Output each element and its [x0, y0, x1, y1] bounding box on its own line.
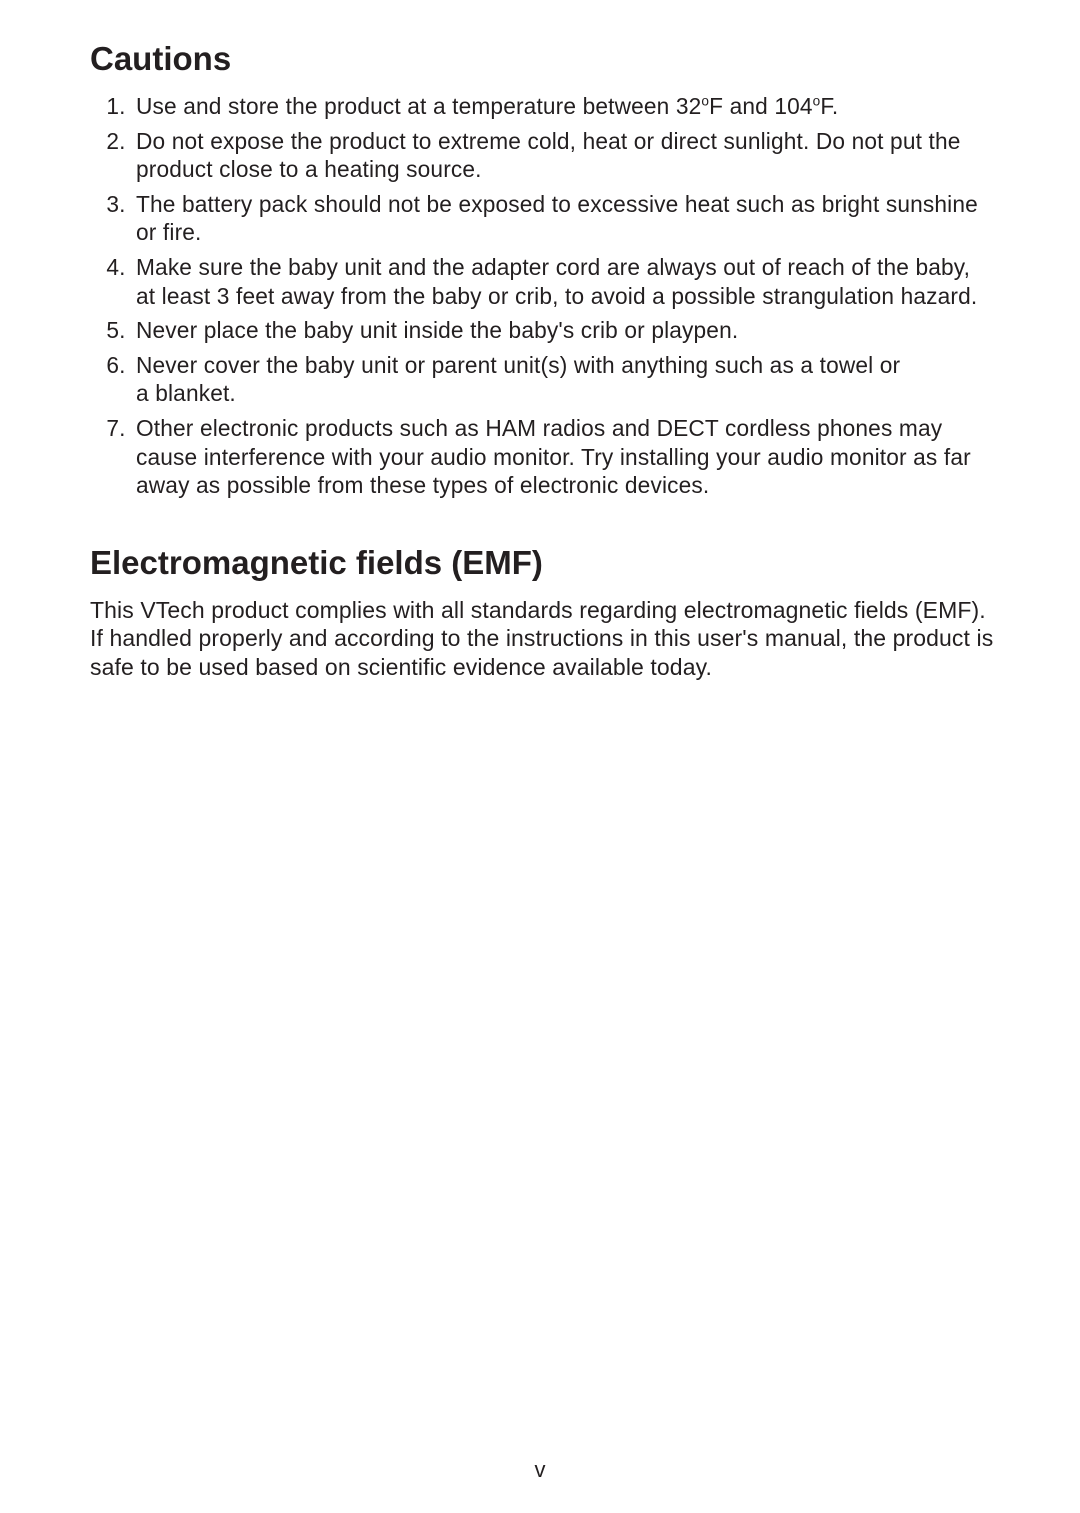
- caution-item-7: Other electronic products such as HAM ra…: [132, 414, 995, 500]
- caution-item-4: Make sure the baby unit and the adapter …: [132, 253, 995, 310]
- page-number: v: [0, 1457, 1080, 1483]
- caution-item-6: Never cover the baby unit or parent unit…: [132, 351, 995, 408]
- caution-item-2: Do not expose the product to extreme col…: [132, 127, 995, 184]
- caution-item-5: Never place the baby unit inside the bab…: [132, 316, 995, 345]
- caution-item-3: The battery pack should not be exposed t…: [132, 190, 995, 247]
- caution-text-1c: F.: [820, 93, 838, 119]
- emf-heading: Electromagnetic fields (EMF): [90, 544, 995, 582]
- cautions-list: Use and store the product at a temperatu…: [90, 92, 995, 500]
- degree-symbol: o: [701, 93, 709, 108]
- caution-text-1b: F and 104: [709, 93, 813, 119]
- emf-paragraph: This VTech product complies with all sta…: [90, 596, 995, 682]
- caution-item-1: Use and store the product at a temperatu…: [132, 92, 995, 121]
- cautions-heading: Cautions: [90, 40, 995, 78]
- caution-text-1a: Use and store the product at a temperatu…: [136, 93, 701, 119]
